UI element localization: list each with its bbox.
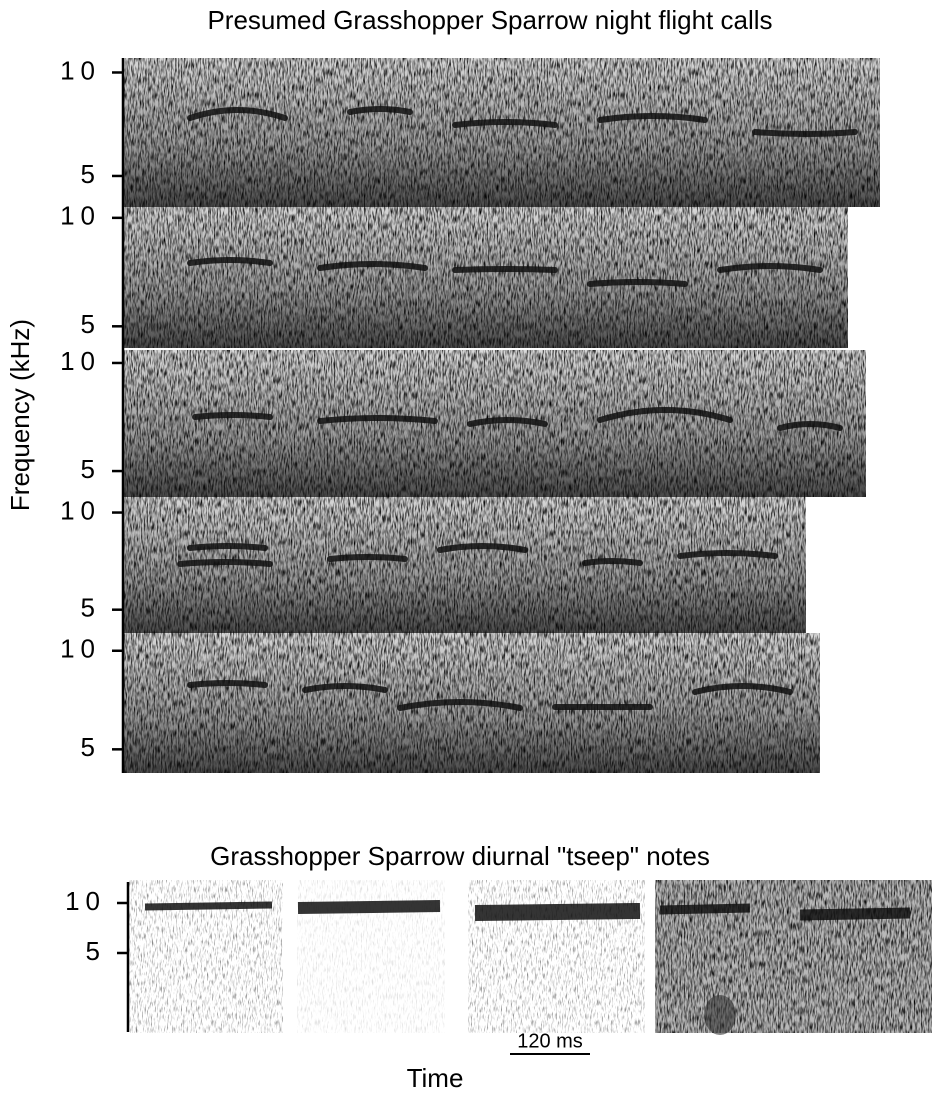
call — [297, 900, 441, 914]
call — [177, 559, 273, 567]
title: Presumed Grasshopper Sparrow night fligh… — [207, 5, 772, 35]
y-tick-label: 10 — [60, 634, 101, 664]
call — [187, 107, 288, 121]
call — [187, 257, 273, 266]
y-tick-label: 10 — [60, 495, 101, 525]
spectrogram-noise — [123, 350, 866, 497]
call — [717, 263, 823, 273]
spectrogram-noise — [468, 880, 645, 1033]
call — [452, 266, 558, 273]
x-axis-label: Time — [407, 1063, 464, 1093]
title: Grasshopper Sparrow diurnal "tseep" note… — [210, 841, 710, 871]
y-axis-label: Frequency (kHz) — [5, 319, 35, 511]
call — [597, 113, 708, 123]
call — [777, 421, 843, 431]
call — [397, 699, 523, 711]
call — [752, 129, 858, 137]
spectrogram-noise — [655, 880, 932, 1033]
call — [582, 558, 643, 566]
call — [692, 683, 793, 695]
y-tick-label: 5 — [81, 159, 101, 189]
call — [587, 279, 688, 287]
y-tick-label: 5 — [81, 309, 101, 339]
call — [347, 106, 413, 115]
blob — [704, 995, 736, 1035]
call — [327, 554, 408, 562]
y-tick-label: 10 — [60, 201, 101, 231]
call — [437, 543, 528, 553]
call — [187, 543, 268, 551]
y-tick-label: 5 — [86, 936, 106, 966]
call — [799, 907, 911, 921]
call — [659, 903, 751, 915]
y-tick-label: 10 — [60, 346, 101, 376]
call — [192, 412, 273, 420]
call — [187, 680, 268, 688]
y-tick-label: 10 — [65, 886, 106, 916]
call — [677, 550, 778, 559]
call — [467, 417, 548, 427]
call — [474, 903, 641, 921]
call — [144, 901, 273, 911]
y-tick-label: 10 — [60, 55, 101, 85]
y-tick-label: 5 — [81, 454, 101, 484]
spectrogram-noise — [123, 207, 848, 348]
call — [317, 415, 438, 424]
call — [317, 261, 428, 271]
scale-bar-label: 120 ms — [517, 1030, 583, 1052]
call — [452, 119, 558, 128]
call — [597, 407, 733, 423]
call — [302, 683, 388, 693]
y-tick-label: 5 — [81, 593, 101, 623]
y-tick-label: 5 — [81, 732, 101, 762]
